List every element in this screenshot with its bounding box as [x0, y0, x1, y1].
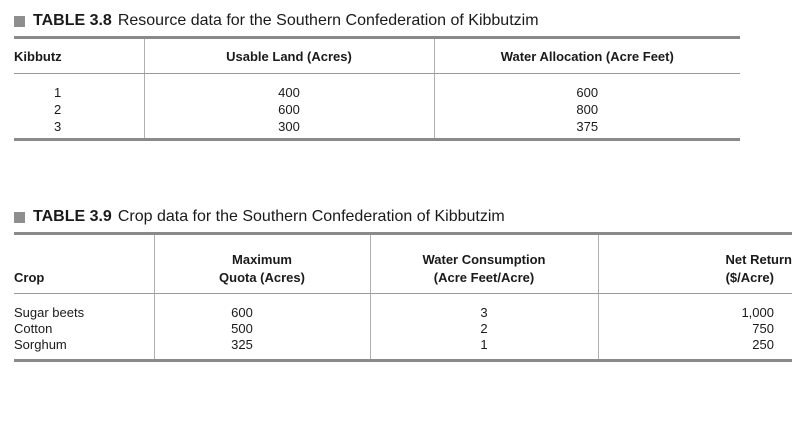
table-cell: 600 — [143, 101, 434, 118]
table-cell: 1 — [369, 337, 598, 361]
column-header: Crop — [14, 233, 154, 294]
table-cell: Sorghum — [14, 337, 67, 352]
header-line: Maximum — [232, 252, 292, 267]
caption-square-icon — [14, 15, 25, 27]
table-cell: 2 — [369, 321, 598, 337]
table-cell: 375 — [433, 118, 740, 140]
table-cell: 500 — [153, 321, 370, 337]
table-cell: Sugar beets — [14, 305, 85, 320]
table-row: 1 400 600 — [14, 73, 740, 101]
column-header: Usable Land (Acres) — [143, 37, 434, 74]
table-caption: TABLE 3.9 Crop data for the Southern Con… — [14, 202, 792, 232]
column-header: Kibbutz — [14, 37, 144, 74]
resource-data-table: Kibbutz Usable Land (Acres) Water Alloca… — [14, 36, 740, 141]
caption-square-icon — [14, 211, 25, 223]
table-cell: 800 — [433, 101, 740, 118]
table-row: Sugar beets 600 3 1,000 — [14, 293, 792, 321]
table-cell: 1,000 — [597, 293, 792, 321]
table-number: TABLE 3.9 — [33, 208, 112, 225]
table-cell: 600 — [433, 73, 740, 101]
table-cell: 400 — [143, 73, 434, 101]
header-line: Quota (Acres) — [219, 270, 305, 285]
table-cell: 325 — [153, 337, 370, 361]
table-cell: 600 — [153, 293, 370, 321]
header-line: Crop — [14, 270, 45, 285]
table-row: Sorghum 325 1 250 — [14, 337, 792, 361]
table-caption: TABLE 3.8 Resource data for the Southern… — [14, 6, 740, 36]
table-cell: 2 — [54, 102, 62, 117]
table-cell: 300 — [143, 118, 434, 140]
table-title: Resource data for the Southern Confedera… — [117, 12, 539, 29]
table-number: TABLE 3.8 — [33, 12, 112, 29]
header-line: (Acre Feet/Acre) — [433, 270, 535, 285]
column-header: Maximum Quota (Acres) — [153, 233, 370, 294]
table-cell: 750 — [597, 321, 792, 337]
table-cell: 250 — [597, 337, 792, 361]
table-row: Cotton 500 2 750 — [14, 321, 792, 337]
column-header: Net Return ($/Acre) — [597, 233, 792, 294]
crop-data-table: Crop Maximum Quota (Acres) Water Consump… — [14, 232, 792, 362]
table-cell: Cotton — [14, 321, 53, 336]
table-cell: 1 — [54, 85, 62, 100]
table-title: Crop data for the Southern Confederation… — [117, 208, 505, 225]
resource-data-table-block: TABLE 3.8 Resource data for the Southern… — [14, 6, 740, 141]
table-header-row: Crop Maximum Quota (Acres) Water Consump… — [14, 233, 792, 294]
crop-data-table-block: TABLE 3.9 Crop data for the Southern Con… — [14, 202, 792, 362]
table-row: 3 300 375 — [14, 118, 740, 140]
table-row: 2 600 800 — [14, 101, 740, 118]
table-header-row: Kibbutz Usable Land (Acres) Water Alloca… — [14, 37, 740, 74]
table-cell: 3 — [369, 293, 598, 321]
column-header: Water Consumption (Acre Feet/Acre) — [369, 233, 598, 294]
column-header: Water Allocation (Acre Feet) — [433, 37, 740, 74]
table-cell: 3 — [54, 119, 62, 134]
header-line: ($/Acre) — [725, 270, 774, 285]
header-line: Water Consumption — [422, 252, 546, 267]
header-line: Net Return — [725, 252, 792, 267]
